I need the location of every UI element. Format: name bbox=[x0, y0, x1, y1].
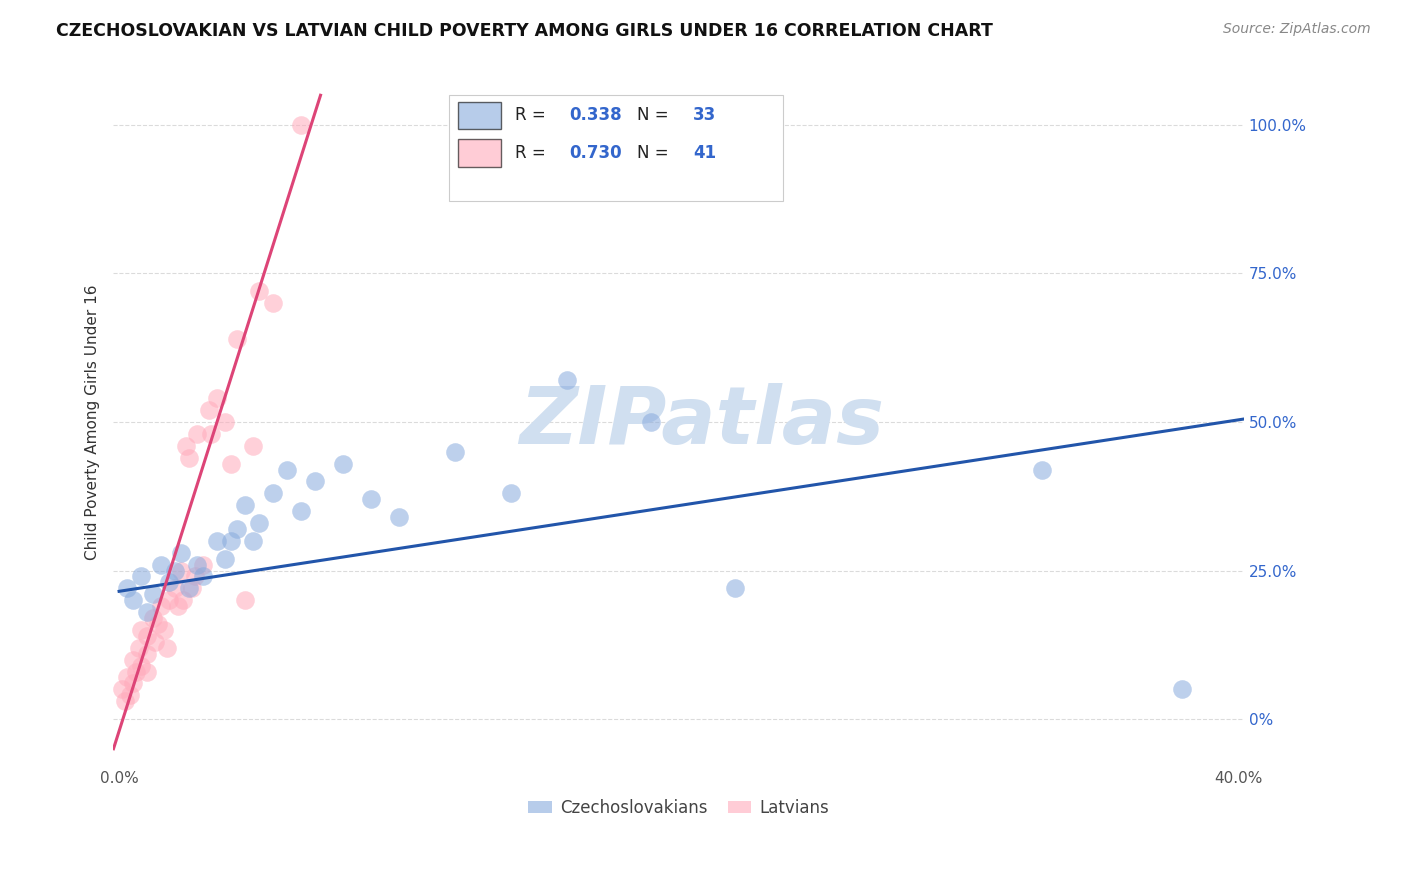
Point bbox=[214, 551, 236, 566]
Point bbox=[142, 587, 165, 601]
Point bbox=[136, 665, 159, 679]
Text: 33: 33 bbox=[693, 106, 717, 124]
Point bbox=[262, 296, 284, 310]
FancyBboxPatch shape bbox=[458, 139, 501, 167]
Point bbox=[150, 599, 173, 614]
Point bbox=[128, 640, 150, 655]
Point bbox=[225, 332, 247, 346]
Text: N =: N = bbox=[637, 106, 673, 124]
Point bbox=[555, 373, 578, 387]
Point bbox=[499, 486, 522, 500]
Point bbox=[242, 439, 264, 453]
Point bbox=[177, 450, 200, 465]
Point bbox=[304, 475, 326, 489]
Point bbox=[131, 569, 153, 583]
Point bbox=[214, 415, 236, 429]
Text: CZECHOSLOVAKIAN VS LATVIAN CHILD POVERTY AMONG GIRLS UNDER 16 CORRELATION CHART: CZECHOSLOVAKIAN VS LATVIAN CHILD POVERTY… bbox=[56, 22, 993, 40]
Point bbox=[111, 682, 134, 697]
Point bbox=[191, 569, 214, 583]
Point bbox=[153, 623, 176, 637]
Text: 0.730: 0.730 bbox=[569, 145, 621, 162]
Point bbox=[145, 635, 167, 649]
Point bbox=[225, 522, 247, 536]
Point bbox=[131, 658, 153, 673]
Point bbox=[233, 498, 256, 512]
Point bbox=[174, 439, 197, 453]
Point bbox=[136, 647, 159, 661]
Point bbox=[332, 457, 354, 471]
Point bbox=[242, 533, 264, 548]
Point bbox=[120, 688, 142, 702]
Point bbox=[117, 670, 139, 684]
Point bbox=[159, 593, 181, 607]
Point bbox=[186, 426, 208, 441]
Point bbox=[191, 558, 214, 572]
Point bbox=[156, 640, 179, 655]
Text: ZIPatlas: ZIPatlas bbox=[519, 383, 884, 461]
Point bbox=[233, 593, 256, 607]
Point bbox=[723, 582, 745, 596]
Point bbox=[247, 516, 270, 530]
Point bbox=[205, 533, 228, 548]
Point bbox=[136, 605, 159, 619]
Point bbox=[247, 285, 270, 299]
Point bbox=[169, 546, 191, 560]
Point bbox=[177, 582, 200, 596]
Point bbox=[183, 569, 205, 583]
Text: 41: 41 bbox=[693, 145, 717, 162]
Point bbox=[169, 564, 191, 578]
Point bbox=[200, 426, 222, 441]
Point bbox=[122, 593, 145, 607]
Y-axis label: Child Poverty Among Girls Under 16: Child Poverty Among Girls Under 16 bbox=[86, 285, 100, 560]
Point bbox=[131, 623, 153, 637]
Text: R =: R = bbox=[515, 106, 551, 124]
Point bbox=[197, 403, 219, 417]
Point bbox=[148, 617, 170, 632]
Text: 0.338: 0.338 bbox=[569, 106, 621, 124]
Point bbox=[180, 582, 202, 596]
Point bbox=[136, 629, 159, 643]
Point bbox=[262, 486, 284, 500]
Legend: Czechoslovakians, Latvians: Czechoslovakians, Latvians bbox=[522, 792, 835, 823]
Text: Source: ZipAtlas.com: Source: ZipAtlas.com bbox=[1223, 22, 1371, 37]
Point bbox=[150, 558, 173, 572]
FancyBboxPatch shape bbox=[458, 102, 501, 129]
Point bbox=[122, 676, 145, 690]
Point bbox=[166, 599, 188, 614]
Point bbox=[114, 694, 136, 708]
Point bbox=[276, 462, 298, 476]
Text: N =: N = bbox=[637, 145, 673, 162]
Point bbox=[1171, 682, 1194, 697]
Point bbox=[142, 611, 165, 625]
Point bbox=[219, 533, 242, 548]
Point bbox=[360, 492, 382, 507]
FancyBboxPatch shape bbox=[449, 95, 783, 202]
Point bbox=[640, 415, 662, 429]
Point bbox=[186, 558, 208, 572]
Point bbox=[205, 391, 228, 405]
Point bbox=[159, 575, 181, 590]
Text: R =: R = bbox=[515, 145, 551, 162]
Point bbox=[1031, 462, 1053, 476]
Point bbox=[443, 444, 465, 458]
Point bbox=[290, 118, 312, 132]
Point bbox=[163, 582, 186, 596]
Point bbox=[219, 457, 242, 471]
Point bbox=[290, 504, 312, 518]
Point bbox=[388, 510, 411, 524]
Point bbox=[122, 652, 145, 666]
Point bbox=[172, 593, 194, 607]
Point bbox=[163, 564, 186, 578]
Point bbox=[117, 582, 139, 596]
Point bbox=[125, 665, 148, 679]
